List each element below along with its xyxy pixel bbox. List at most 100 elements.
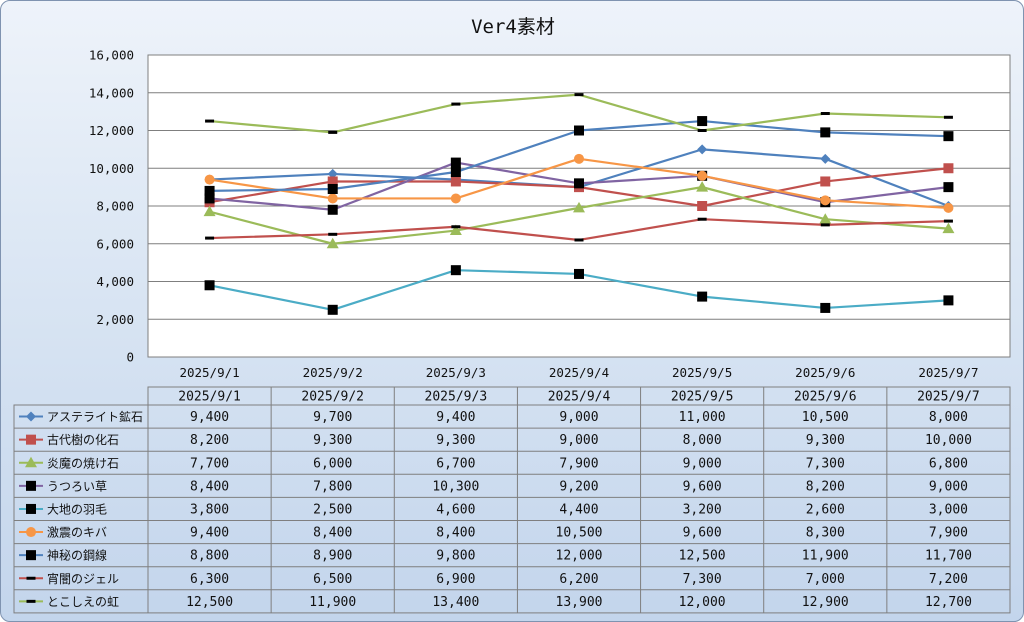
table-row-label: 宵闇のジェル — [47, 571, 119, 586]
data-point — [328, 130, 338, 134]
table-cell: 9,400 — [190, 410, 229, 425]
y-tick-label: 16,000 — [89, 48, 134, 63]
table-header-cell: 2025/9/7 — [917, 390, 980, 405]
table-row: アステライト鉱石 9,400 9,700 9,400 9,000 11,000 10,500… — [19, 409, 968, 425]
table-cell: 7,700 — [190, 456, 229, 471]
y-tick-label: 12,000 — [89, 123, 134, 138]
data-point — [327, 304, 338, 315]
data-point — [943, 295, 954, 306]
table-cell: 12,500 — [186, 595, 233, 610]
legend-key-marker — [25, 456, 37, 468]
data-point — [573, 201, 585, 213]
table-row: 激震のキバ 9,400 8,400 8,400 10,500 9,600 8,300 7,90… — [19, 526, 968, 541]
data-point — [451, 225, 461, 229]
data-point — [449, 224, 462, 236]
table-cell: 7,900 — [559, 456, 598, 471]
data-point — [327, 193, 338, 204]
table-cell: 10,500 — [556, 526, 603, 541]
data-point — [697, 116, 708, 127]
table-cell: 8,200 — [806, 479, 845, 494]
data-point — [943, 163, 954, 174]
table-cell: 6,900 — [436, 572, 475, 587]
table-cell: 3,200 — [683, 502, 722, 517]
data-point — [697, 217, 707, 221]
table-header-cell: 2025/9/3 — [425, 390, 488, 405]
table-cell: 8,000 — [683, 433, 722, 448]
data-point — [697, 201, 708, 211]
data-point — [943, 115, 953, 119]
y-tick-label: 10,000 — [89, 161, 134, 176]
table-cell: 13,400 — [432, 595, 479, 610]
data-point — [943, 131, 954, 142]
table-row-label: うつろい草 — [47, 479, 107, 493]
table-row-label: 大地の羽毛 — [47, 502, 107, 516]
table-cell: 6,300 — [190, 572, 229, 587]
table-cell: 6,200 — [559, 572, 598, 587]
table-cell: 9,600 — [683, 479, 722, 494]
data-point — [203, 205, 216, 217]
table-cell: 11,900 — [802, 549, 849, 564]
table-cell: 9,400 — [190, 526, 229, 541]
legend-key-marker — [26, 434, 36, 445]
data-point — [820, 195, 831, 206]
table-cell: 4,400 — [559, 502, 598, 517]
table-cell: 7,300 — [806, 456, 845, 471]
data-point — [574, 153, 584, 164]
data-point — [697, 129, 707, 132]
table-cell: 11,000 — [679, 410, 726, 425]
table-row-label: アステライト鉱石 — [47, 409, 143, 424]
table-cell: 11,700 — [925, 549, 972, 564]
table-cell: 8,400 — [313, 526, 352, 541]
table-cell: 10,000 — [925, 433, 972, 448]
table-cell: 6,700 — [436, 456, 475, 471]
series-line — [205, 93, 953, 134]
chart-title: Ver4素材 — [471, 16, 555, 38]
table-row: 大地の羽毛 3,800 2,500 4,600 4,400 3,200 2,600 3,000 — [19, 502, 968, 517]
data-point — [820, 127, 831, 138]
table-cell: 2,500 — [313, 502, 352, 517]
y-tick-label: 0 — [126, 350, 134, 365]
data-point — [450, 193, 461, 204]
table-row: 古代樹の化石 8,200 9,300 9,300 9,000 8,000 9,300 10,0… — [19, 432, 972, 448]
legend-key-marker — [26, 480, 36, 491]
data-point — [943, 219, 953, 223]
table-row: とこしえの虹 12,500 11,900 13,400 13,900 12,000 12,9… — [19, 595, 972, 610]
table-cell: 4,600 — [436, 502, 475, 517]
y-tick-label: 14,000 — [89, 85, 134, 100]
table-row: 宵闇のジェル 6,300 6,500 6,900 6,200 7,300 7,000 7,20… — [19, 571, 968, 587]
data-point — [204, 280, 215, 291]
table-cell: 8,800 — [190, 549, 229, 564]
data-point — [943, 182, 954, 193]
x-tick-label: 2025/9/2 — [303, 365, 363, 380]
table-row-label: 古代樹の化石 — [47, 432, 119, 447]
data-point — [820, 153, 831, 164]
data-point — [697, 170, 708, 181]
legend-key-marker — [26, 550, 36, 561]
table-cell: 3,800 — [190, 502, 229, 517]
table-header-cell: 2025/9/4 — [548, 390, 611, 405]
data-point — [204, 174, 215, 185]
table-cell: 6,500 — [313, 572, 352, 587]
data-point — [327, 184, 338, 195]
x-tick-label: 2025/9/3 — [426, 365, 486, 380]
x-tick-label: 2025/9/1 — [179, 365, 239, 380]
table-header-cell: 2025/9/5 — [671, 390, 734, 405]
table-cell: 9,000 — [559, 410, 598, 425]
data-point — [697, 144, 708, 155]
table-cell: 9,300 — [436, 433, 475, 448]
x-tick-label: 2025/9/6 — [795, 365, 855, 380]
table-cell: 9,200 — [559, 479, 598, 494]
table-cell: 12,000 — [679, 595, 726, 610]
table-row-label: 炎魔の焼け石 — [47, 455, 119, 470]
data-point — [327, 204, 338, 215]
table-cell: 11,900 — [309, 595, 356, 610]
y-tick-label: 6,000 — [96, 236, 134, 251]
series-lines — [203, 93, 955, 315]
legend-key-marker — [26, 527, 36, 538]
legend-key-marker — [26, 599, 36, 603]
y-tick-label: 2,000 — [96, 312, 134, 327]
table-cell: 9,300 — [806, 433, 845, 448]
table-cell: 12,000 — [556, 549, 603, 564]
data-point — [327, 168, 338, 179]
